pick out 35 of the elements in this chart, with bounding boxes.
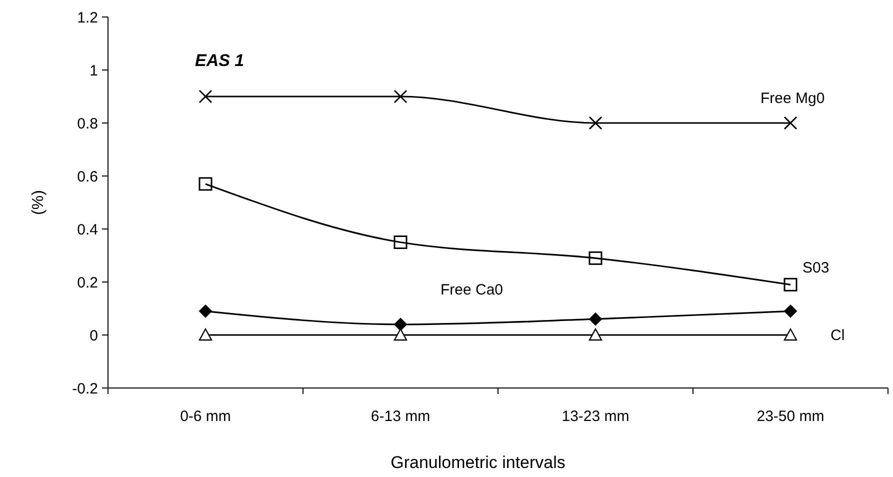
y-tick-label: -0.2 [72,380,98,398]
point [588,328,602,341]
y-tick-label: 0.4 [77,221,98,238]
point [198,90,212,104]
y-tick-label: 1.2 [77,9,98,26]
point [784,116,798,130]
point [394,236,408,249]
x-tick-label: 23-50 mm [756,408,824,425]
y-tick-label: 0 [90,327,98,344]
y-tick-label: 1 [90,62,98,80]
point [198,328,212,341]
x-tick-label: 6-13 mm [370,408,430,425]
point [199,304,212,318]
y-tick-label: 0.6 [77,168,98,186]
x-axis-title: Granulometric intervals [390,453,566,472]
point [784,304,797,318]
text: EAS 1 [195,51,244,70]
point [784,328,798,341]
point [394,90,408,104]
series-label: Free Mg0 [760,90,825,107]
point [394,328,408,341]
point [198,177,212,191]
point [588,251,602,265]
series-label: S03 [802,260,830,277]
y-tick-label: 0.8 [77,115,98,132]
text: Cl [830,327,845,344]
y-axis-title: (%) [30,190,47,215]
point [394,318,407,331]
x-tick-label: 0-6 mm [180,408,231,425]
point [589,312,602,326]
point [784,278,798,292]
x-tick-label: 13-23 mm [562,408,630,425]
series-label: Free Ca0 [440,281,504,298]
y-tick-label: 0.2 [77,274,98,292]
point [588,116,602,130]
